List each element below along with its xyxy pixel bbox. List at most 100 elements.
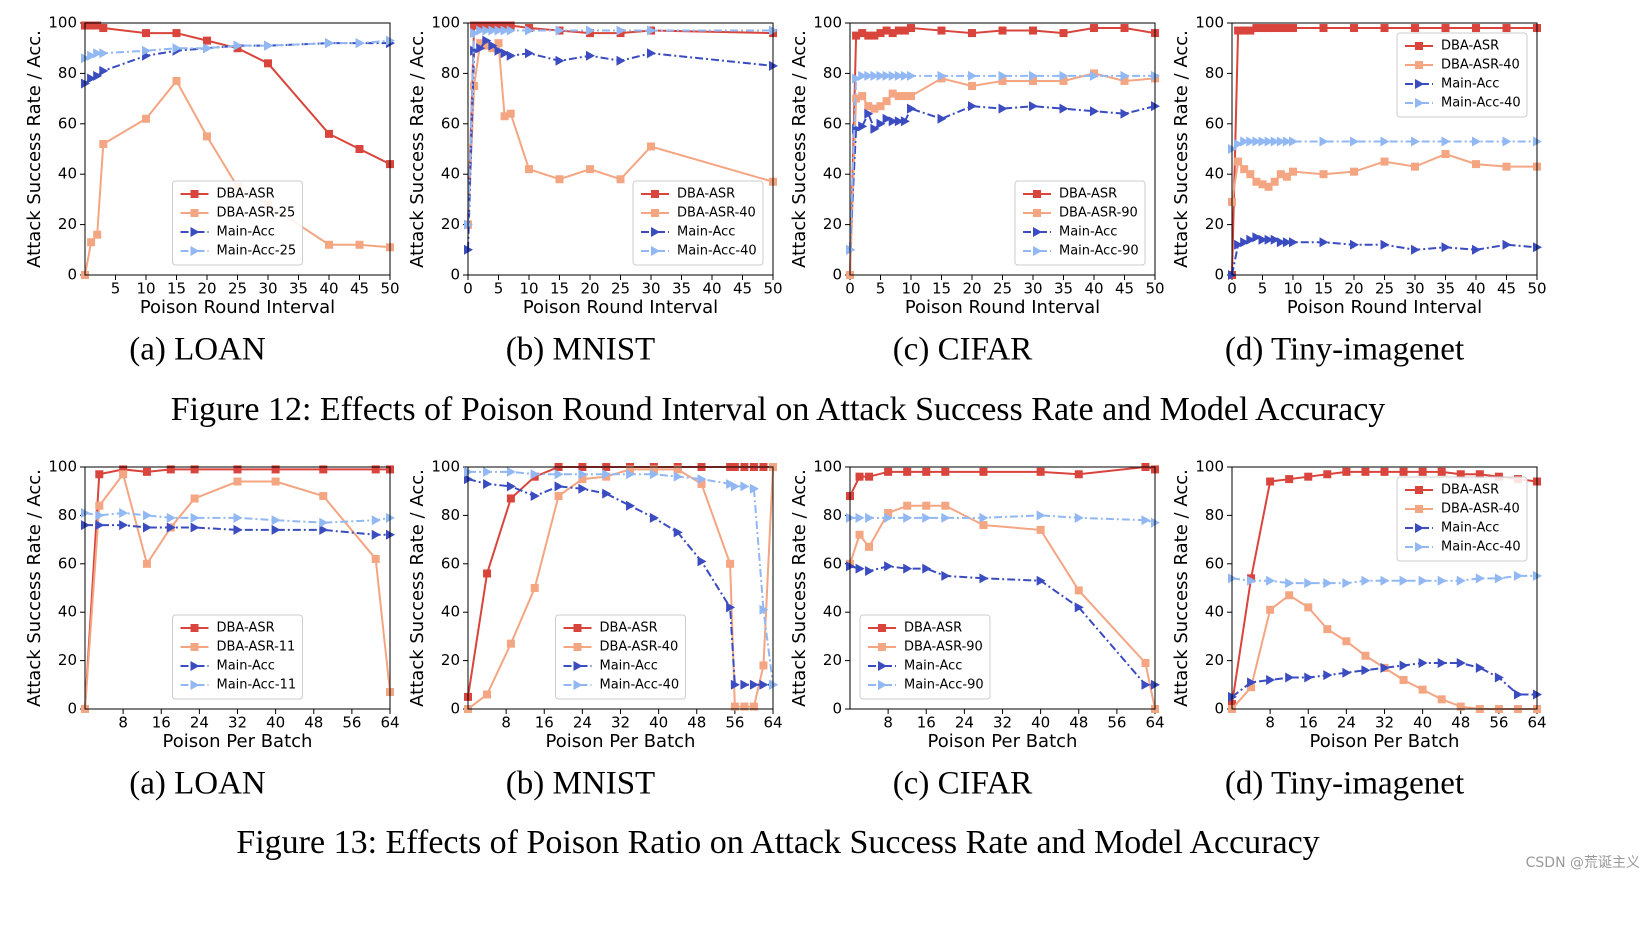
legend-box bbox=[1014, 180, 1146, 266]
marker bbox=[233, 524, 243, 535]
marker bbox=[203, 132, 211, 141]
x-axis-label: Poison Per Batch bbox=[1310, 731, 1460, 752]
y-tick-label: 20 bbox=[823, 215, 842, 233]
marker bbox=[1304, 578, 1314, 589]
marker bbox=[1234, 239, 1244, 250]
series-line bbox=[849, 465, 1156, 497]
marker bbox=[1252, 232, 1262, 243]
marker bbox=[907, 70, 916, 81]
legend-box bbox=[555, 614, 686, 700]
marker bbox=[525, 25, 534, 36]
marker bbox=[119, 507, 129, 518]
marker bbox=[1266, 575, 1276, 586]
marker bbox=[1036, 510, 1046, 521]
marker bbox=[1323, 670, 1333, 681]
marker bbox=[1456, 470, 1465, 479]
marker bbox=[1074, 470, 1083, 479]
marker bbox=[190, 465, 199, 474]
marker bbox=[998, 103, 1008, 114]
legend-marker bbox=[1415, 542, 1424, 552]
x-tick-label: 24 bbox=[190, 714, 209, 732]
x-tick-label: 45 bbox=[1497, 280, 1516, 298]
marker bbox=[476, 39, 485, 48]
panel-caption: (a) LOAN bbox=[129, 332, 266, 368]
x-tick-label: 15 bbox=[932, 280, 951, 298]
marker bbox=[1029, 70, 1038, 81]
y-tick-label: 40 bbox=[823, 603, 842, 621]
marker bbox=[1304, 603, 1313, 612]
marker bbox=[740, 679, 750, 690]
x-tick-label: 40 bbox=[702, 280, 721, 298]
marker bbox=[858, 29, 867, 38]
marker bbox=[203, 36, 211, 45]
legend-marker bbox=[190, 227, 200, 237]
marker bbox=[506, 639, 515, 648]
y-tick-label: 100 bbox=[48, 14, 77, 32]
x-tick-label: 50 bbox=[1527, 280, 1546, 298]
marker bbox=[1264, 234, 1274, 245]
x-tick-label: 35 bbox=[672, 280, 691, 298]
marker bbox=[1036, 467, 1045, 476]
marker bbox=[1252, 177, 1261, 186]
marker bbox=[1289, 24, 1297, 33]
marker bbox=[1258, 136, 1268, 147]
y-tick-label: 60 bbox=[823, 114, 842, 132]
legend-label: DBA-ASR-40 bbox=[1441, 502, 1520, 517]
marker bbox=[319, 492, 328, 501]
legend-label: DBA-ASR-40 bbox=[677, 206, 756, 221]
marker bbox=[649, 465, 658, 474]
x-tick-label: 64 bbox=[1527, 714, 1546, 732]
marker bbox=[870, 70, 880, 81]
legend-label: Main-Acc bbox=[904, 659, 962, 674]
marker bbox=[500, 112, 509, 121]
marker bbox=[488, 21, 497, 30]
marker bbox=[371, 554, 380, 563]
marker bbox=[1342, 637, 1351, 646]
y-axis-label: Attack Success Rate / Acc. bbox=[789, 30, 810, 268]
marker bbox=[1441, 242, 1451, 253]
marker bbox=[894, 70, 904, 81]
marker bbox=[626, 500, 636, 511]
y-tick-label: 40 bbox=[58, 165, 77, 183]
marker bbox=[1502, 239, 1512, 250]
marker bbox=[903, 563, 913, 574]
marker bbox=[1319, 170, 1328, 179]
y-tick-label: 60 bbox=[823, 554, 842, 572]
marker bbox=[1285, 578, 1295, 589]
marker bbox=[876, 70, 886, 81]
marker bbox=[1494, 672, 1504, 683]
marker bbox=[554, 481, 564, 492]
y-tick-label: 60 bbox=[441, 554, 460, 572]
legend-marker bbox=[1415, 523, 1424, 533]
plot-frame bbox=[849, 466, 1156, 710]
legend-label: Main-Acc-90 bbox=[904, 678, 984, 693]
marker bbox=[864, 31, 873, 40]
panel-caption: (b) MNIST bbox=[506, 766, 655, 802]
marker bbox=[1475, 470, 1484, 479]
y-axis-label: Attack Success Rate / Acc. bbox=[1171, 469, 1192, 707]
marker bbox=[1502, 24, 1511, 33]
marker bbox=[483, 569, 492, 578]
x-tick-label: 30 bbox=[641, 280, 660, 298]
marker bbox=[1029, 101, 1038, 112]
legend-label: DBA-ASR-90 bbox=[904, 640, 983, 655]
x-tick-label: 50 bbox=[763, 280, 782, 298]
marker bbox=[1258, 24, 1267, 33]
marker bbox=[884, 467, 893, 476]
x-axis-label: Poison Round Interval bbox=[523, 297, 718, 318]
marker bbox=[602, 488, 612, 499]
marker bbox=[506, 494, 515, 503]
marker bbox=[1399, 575, 1409, 586]
x-tick-label: 15 bbox=[167, 280, 186, 298]
x-tick-label: 16 bbox=[535, 714, 554, 732]
x-tick-label: 40 bbox=[1084, 280, 1103, 298]
marker bbox=[483, 478, 493, 489]
marker bbox=[1380, 24, 1389, 33]
marker bbox=[482, 25, 492, 36]
marker bbox=[1472, 136, 1481, 147]
y-tick-label: 100 bbox=[48, 458, 77, 476]
marker bbox=[941, 512, 951, 523]
marker bbox=[1276, 24, 1285, 33]
x-tick-label: 5 bbox=[111, 280, 121, 298]
plot-frame bbox=[467, 22, 774, 276]
